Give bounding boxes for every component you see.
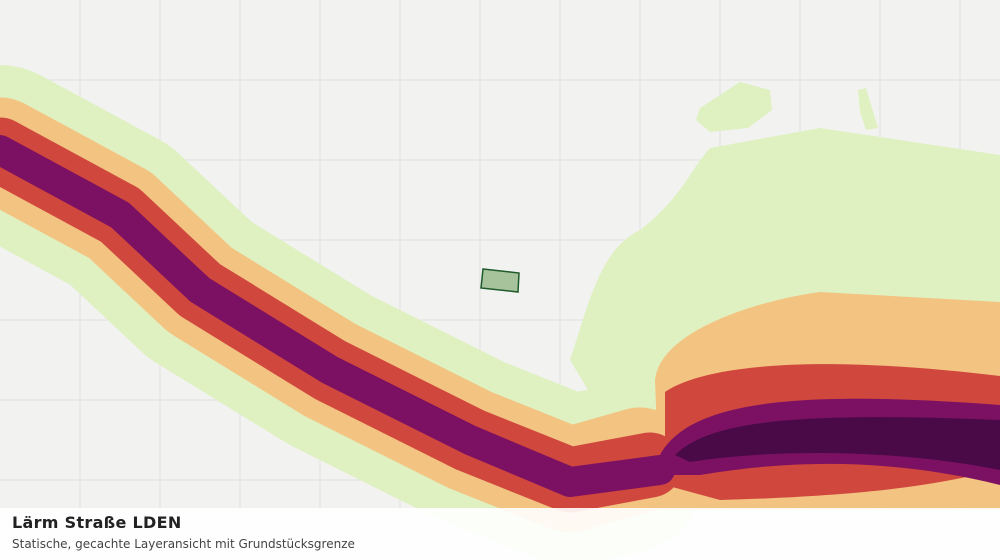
- caption-bar: Lärm Straße LDEN Statische, gecachte Lay…: [0, 508, 1000, 560]
- layer-subtitle: Statische, gecachte Layeransicht mit Gru…: [12, 537, 355, 551]
- layer-title: Lärm Straße LDEN: [12, 513, 182, 532]
- parcel-boundary: [480, 268, 520, 293]
- noise-zone-max: [675, 417, 1000, 470]
- noise-zone-very-high: [0, 135, 675, 497]
